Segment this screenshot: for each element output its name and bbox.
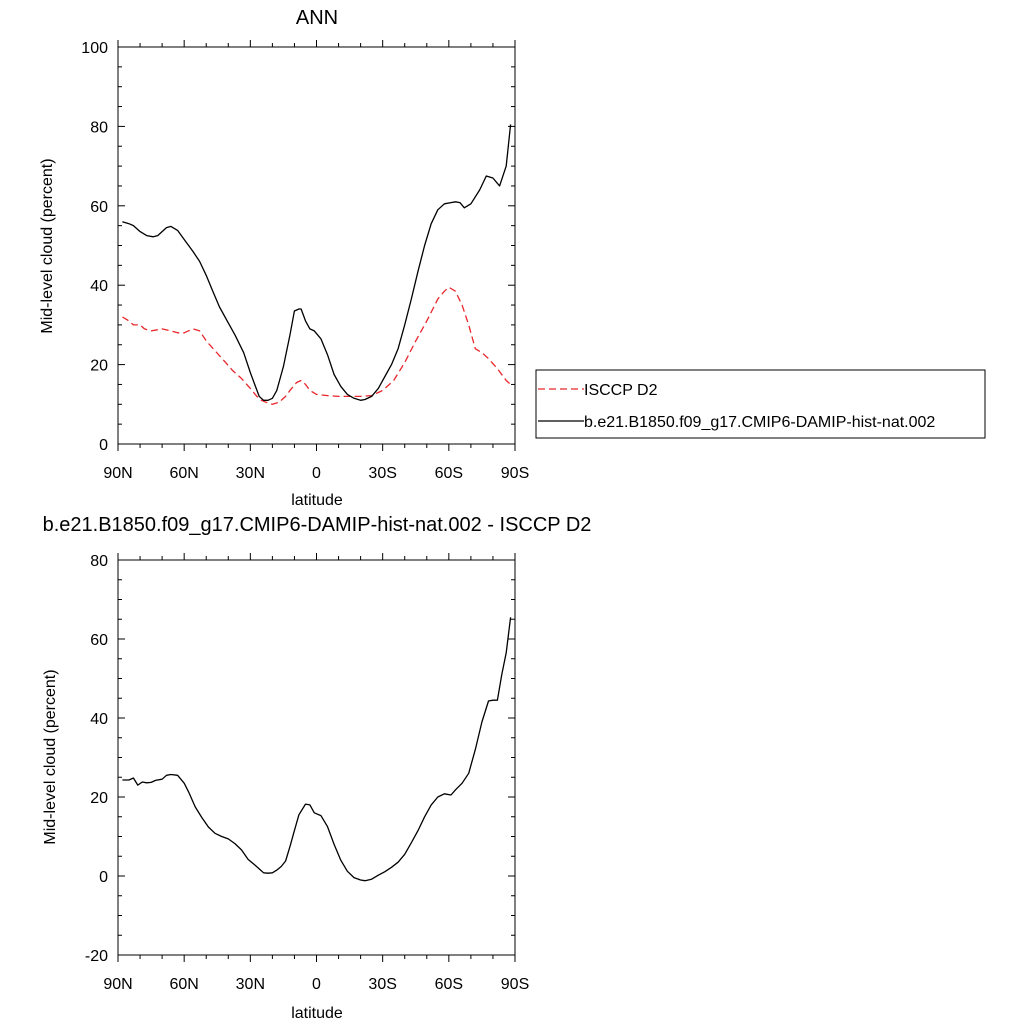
chart-title: ANN (296, 7, 338, 29)
y-tick-label: 60 (90, 632, 108, 649)
y-tick-label: 80 (90, 119, 108, 136)
x-tick-label: 60S (435, 976, 463, 993)
x-tick-label: 30N (236, 465, 265, 482)
panel-annual-climatology: ANN Mid-level cloud (percent) latitude 0… (39, 7, 529, 509)
legend-label-model: b.e21.B1850.f09_g17.CMIP6-DAMIP-hist-nat… (584, 414, 935, 431)
x-tick-label: 90N (103, 465, 132, 482)
y-tick-label: 0 (99, 437, 108, 454)
y-tick-label: 40 (90, 278, 108, 295)
x-tick-label: 60N (169, 976, 198, 993)
chart-title: b.e21.B1850.f09_g17.CMIP6-DAMIP-hist-nat… (43, 514, 592, 536)
x-axis-label: latitude (291, 492, 343, 509)
x-tick-label: 30S (368, 976, 396, 993)
plot-frame (117, 46, 516, 445)
x-tick-label: 0 (312, 976, 321, 993)
y-tick-label: 20 (90, 358, 108, 375)
y-tick-label: 80 (90, 553, 108, 570)
series-line-isccp (122, 286, 512, 405)
x-tick-label: 30N (236, 976, 265, 993)
x-tick-label: 60N (169, 465, 198, 482)
x-tick-label: 90S (501, 976, 529, 993)
x-tick-label: 0 (312, 465, 321, 482)
x-axis-label: latitude (291, 1005, 343, 1022)
x-tick-label: 60S (435, 465, 463, 482)
legend: ISCCP D2 b.e21.B1850.f09_g17.CMIP6-DAMIP… (535, 369, 986, 439)
plot-frame (117, 559, 516, 956)
y-tick-label: 0 (99, 869, 108, 886)
x-tick-label: 30S (368, 465, 396, 482)
panel-difference: b.e21.B1850.f09_g17.CMIP6-DAMIP-hist-nat… (42, 514, 591, 1022)
y-tick-label: 60 (90, 199, 108, 216)
series-line-model (122, 617, 512, 882)
y-tick-label: -20 (85, 948, 108, 965)
y-axis-label: Mid-level cloud (percent) (42, 669, 59, 844)
x-tick-label: 90N (103, 976, 132, 993)
y-axis-label: Mid-level cloud (percent) (39, 158, 56, 333)
y-tick-label: 100 (81, 40, 108, 57)
legend-frame (535, 369, 986, 439)
y-tick-label: 40 (90, 711, 108, 728)
plot-area: -20 0 20 40 60 80 90N 60N 30N 0 30S 60S 90S (85, 553, 529, 993)
legend-label-isccp: ISCCP D2 (584, 382, 658, 399)
y-tick-label: 20 (90, 790, 108, 807)
series-line-model (122, 124, 512, 401)
plot-area: 0 20 40 60 80 100 90N 60N 30N 0 30S 60S 90S (81, 40, 529, 482)
x-tick-label: 90S (501, 465, 529, 482)
